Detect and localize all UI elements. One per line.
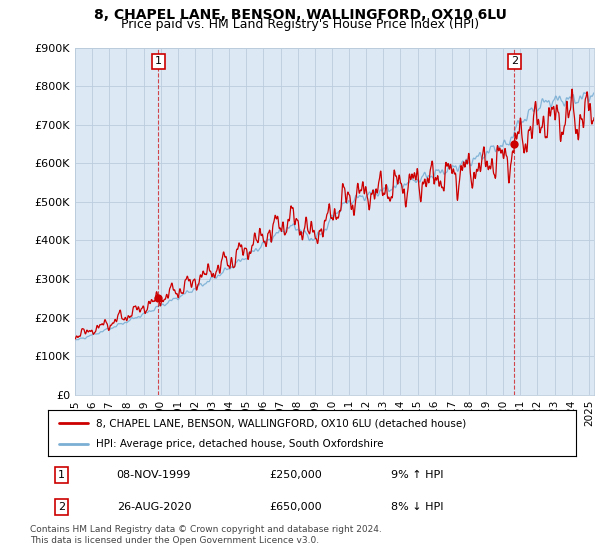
- Text: £250,000: £250,000: [270, 470, 323, 480]
- Text: Contains HM Land Registry data © Crown copyright and database right 2024.
This d: Contains HM Land Registry data © Crown c…: [30, 525, 382, 545]
- Text: 8% ↓ HPI: 8% ↓ HPI: [391, 502, 444, 512]
- Text: 1: 1: [58, 470, 65, 480]
- Text: 9% ↑ HPI: 9% ↑ HPI: [391, 470, 444, 480]
- Text: £650,000: £650,000: [270, 502, 322, 512]
- Text: 2: 2: [511, 57, 518, 66]
- Text: 1: 1: [155, 57, 162, 66]
- Text: 08-NOV-1999: 08-NOV-1999: [116, 470, 191, 480]
- Text: HPI: Average price, detached house, South Oxfordshire: HPI: Average price, detached house, Sout…: [95, 438, 383, 449]
- Text: 26-AUG-2020: 26-AUG-2020: [116, 502, 191, 512]
- Text: Price paid vs. HM Land Registry's House Price Index (HPI): Price paid vs. HM Land Registry's House …: [121, 18, 479, 31]
- Text: 2: 2: [58, 502, 65, 512]
- Text: 8, CHAPEL LANE, BENSON, WALLINGFORD, OX10 6LU: 8, CHAPEL LANE, BENSON, WALLINGFORD, OX1…: [94, 8, 506, 22]
- Text: 8, CHAPEL LANE, BENSON, WALLINGFORD, OX10 6LU (detached house): 8, CHAPEL LANE, BENSON, WALLINGFORD, OX1…: [95, 418, 466, 428]
